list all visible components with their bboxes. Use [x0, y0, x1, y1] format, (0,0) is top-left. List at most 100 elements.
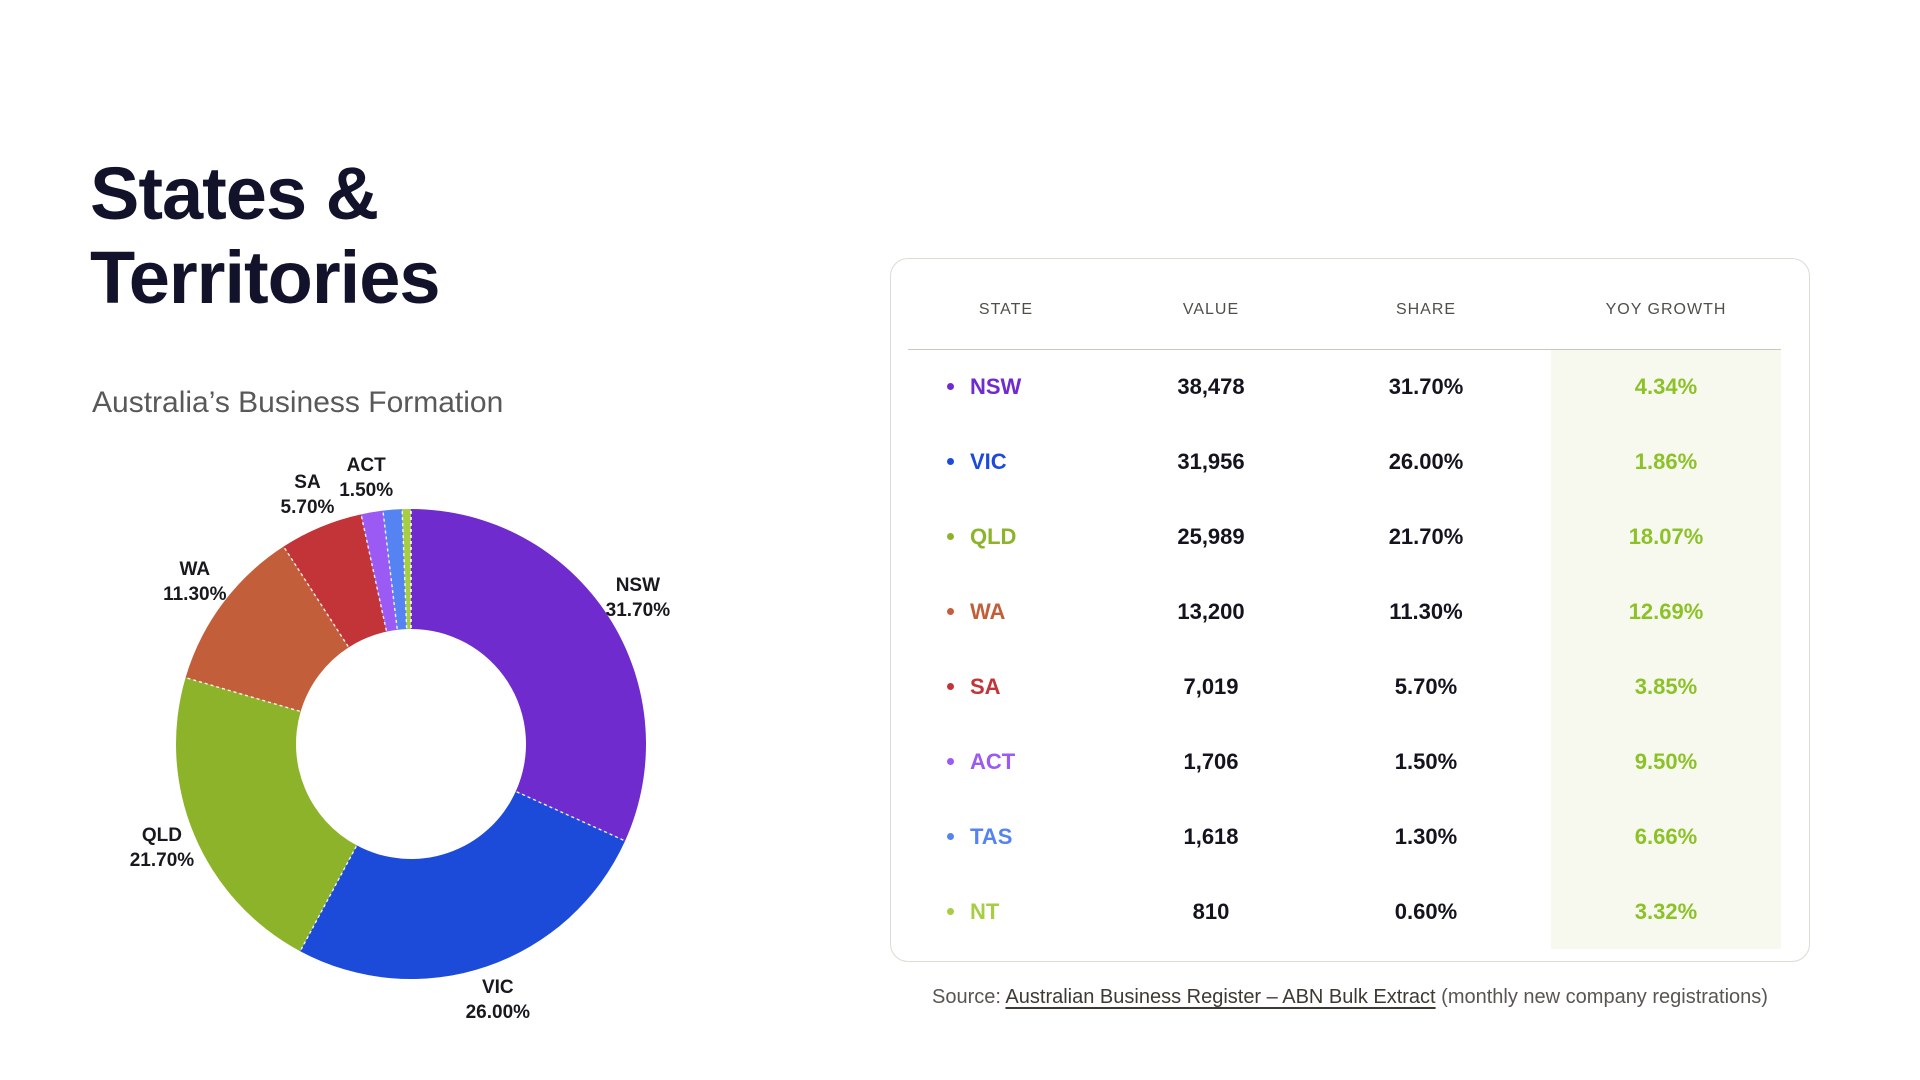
table-header-row: STATE VALUE SHARE YOY GROWTH: [891, 259, 1781, 349]
donut-label-state: SA: [294, 471, 321, 493]
states-table: STATE VALUE SHARE YOY GROWTH NSW 38,478 31…: [891, 259, 1809, 961]
state-bullet-icon: [947, 758, 954, 765]
state-bullet-icon: [947, 908, 954, 915]
source-prefix: Source:: [932, 986, 1006, 1008]
yoy-growth-cell: 6.66%: [1634, 823, 1698, 849]
state-label: VIC: [970, 448, 1007, 474]
state-cell: WA: [891, 599, 1121, 625]
yoy-growth-cell: 3.32%: [1634, 898, 1698, 924]
page-title-line-1: States &: [90, 152, 379, 235]
column-header-value: VALUE: [1182, 301, 1240, 318]
donut-label-state: WA: [179, 559, 211, 581]
state-cell: SA: [891, 674, 1121, 700]
source-link[interactable]: Australian Business Register – ABN Bulk …: [1005, 986, 1436, 1008]
yoy-growth-column-highlight: [1551, 350, 1781, 949]
donut-segment-separator: [186, 677, 300, 712]
table-row: SA 7,019 5.70% 3.85%: [891, 649, 1781, 724]
value-cell: 25,989: [1177, 523, 1245, 549]
value-cell: 13,200: [1177, 598, 1245, 624]
state-bullet-icon: [947, 683, 954, 690]
column-header-share: SHARE: [1395, 301, 1457, 318]
donut-segment-separator: [401, 510, 408, 629]
state-bullet-icon: [947, 608, 954, 615]
donut-segment-separator: [516, 791, 625, 842]
state-label: TAS: [970, 823, 1013, 849]
share-cell: 31.70%: [1388, 373, 1464, 399]
state-label: QLD: [970, 523, 1017, 549]
state-label: SA: [970, 673, 1001, 699]
donut-segment-sa: [283, 514, 387, 648]
yoy-growth-cell: 1.86%: [1634, 448, 1698, 474]
value-cell: 7,019: [1183, 673, 1239, 699]
donut-label-share: 21.70%: [129, 850, 195, 872]
table-row: TAS 1,618 1.30% 6.66%: [891, 799, 1781, 874]
yoy-growth-cell: 4.34%: [1634, 373, 1698, 399]
value-cell: 1,618: [1183, 823, 1239, 849]
state-label: ACT: [970, 748, 1016, 774]
donut-label-state: QLD: [141, 825, 183, 847]
donut-segment-act: [361, 510, 398, 632]
state-cell: ACT: [891, 749, 1121, 775]
table-row: NT 810 0.60% 3.32%: [891, 874, 1781, 949]
donut-label-share: 11.30%: [163, 584, 227, 606]
state-cell: QLD: [891, 524, 1121, 550]
state-bullet-icon: [947, 533, 954, 540]
state-cell: VIC: [891, 449, 1121, 475]
donut-chart: NSW 31.70% VIC 26.00% QLD 21.70% WA 11.30% SA 5.7…: [81, 414, 741, 1074]
column-header-yoy-growth: YOY GROWTH: [1605, 301, 1727, 318]
yoy-growth-cell: 18.07%: [1628, 523, 1704, 549]
donut-segment-separator: [283, 546, 349, 647]
table-row: NSW 38,478 31.70% 4.34%: [891, 349, 1781, 424]
states-table-card: STATE VALUE SHARE YOY GROWTH NSW 38,478 31…: [890, 258, 1810, 962]
donut-segment-tas: [382, 509, 407, 630]
table-row: QLD 25,989 21.70% 18.07%: [891, 499, 1781, 574]
donut-label-nsw: NSW 31.70%: [606, 573, 670, 623]
table-row: WA 13,200 11.30% 12.69%: [891, 574, 1781, 649]
header-gradient-bar: [0, 0, 1920, 93]
table-row: VIC 31,956 26.00% 1.86%: [891, 424, 1781, 499]
donut-label-share: 26.00%: [465, 1001, 531, 1023]
state-bullet-icon: [947, 383, 954, 390]
state-label: NT: [970, 898, 1000, 924]
header-divider: [908, 349, 1781, 350]
donut-label-vic: VIC 26.00%: [466, 975, 530, 1025]
share-cell: 5.70%: [1394, 673, 1458, 699]
state-cell: TAS: [891, 824, 1121, 850]
table-row: ACT 1,706 1.50% 9.50%: [891, 724, 1781, 799]
donut-label-share: 1.50%: [339, 479, 394, 501]
share-cell: 0.60%: [1394, 898, 1458, 924]
state-bullet-icon: [947, 458, 954, 465]
share-cell: 26.00%: [1388, 448, 1464, 474]
donut-segment-separator: [360, 515, 388, 631]
yoy-growth-cell: 3.85%: [1634, 673, 1698, 699]
donut-label-state: NSW: [615, 574, 661, 596]
share-cell: 11.30%: [1389, 598, 1463, 624]
source-suffix: (monthly new company registrations): [1435, 986, 1768, 1008]
state-cell: NT: [891, 899, 1121, 925]
state-label: NSW: [970, 373, 1022, 399]
donut-segment-separator: [382, 511, 398, 629]
page-subtitle: Australia’s Business Formation: [92, 386, 504, 419]
yoy-growth-cell: 12.69%: [1628, 598, 1704, 624]
donut-label-act: ACT 1.50%: [339, 453, 393, 503]
state-cell: NSW: [891, 374, 1121, 400]
donut-segment-separator: [300, 845, 357, 951]
donut-segment-nt: [402, 509, 411, 630]
donut-segment-vic: [300, 791, 626, 979]
value-cell: 1,706: [1183, 748, 1239, 774]
donut-segment-nsw: [411, 509, 646, 841]
donut-label-share: 5.70%: [280, 496, 335, 518]
page-title-line-2: Territories: [90, 236, 441, 319]
value-cell: 31,956: [1177, 448, 1245, 474]
table-body: NSW 38,478 31.70% 4.34% VIC 31,956 26.00% 1.86%…: [891, 349, 1781, 949]
yoy-growth-cell: 9.50%: [1634, 748, 1698, 774]
share-cell: 21.70%: [1388, 523, 1464, 549]
value-cell: 38,478: [1177, 373, 1245, 399]
donut-label-qld: QLD 21.70%: [130, 823, 194, 873]
state-label: WA: [970, 598, 1006, 624]
donut-label-share: 31.70%: [605, 599, 671, 621]
source-line: Source: Australian Business Register – A…: [890, 986, 1810, 1009]
share-cell: 1.50%: [1394, 748, 1458, 774]
donut-svg: [176, 509, 646, 979]
